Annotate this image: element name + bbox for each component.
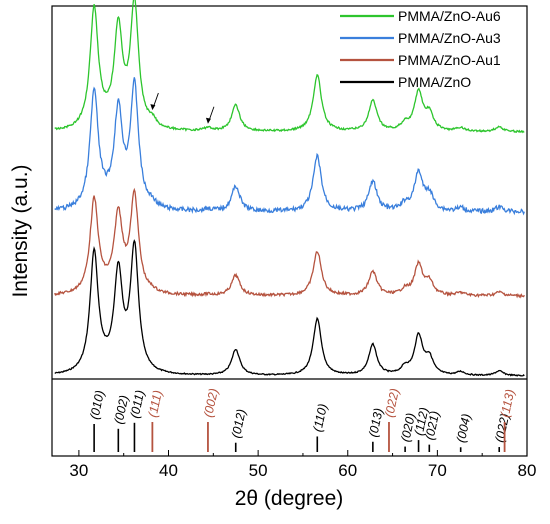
legend-label-1: PMMA/ZnO-Au3 [398,30,501,46]
zno-ref-label-0: (010) [87,389,107,420]
curve-pmma-zno-au3 [54,77,525,216]
au-arrow-line-1 [208,106,215,121]
curve-pmma-zno [54,239,525,377]
x-axis-title: 2θ (degree) [235,487,344,510]
zno-ref-label-6: (020) [398,412,418,443]
x-axis-ticks: 30 40 50 60 70 80 [69,450,536,480]
legend: PMMA/ZnO-Au6 PMMA/ZnO-Au3 PMMA/ZnO-Au1 PMMA… [340,8,501,90]
x-tick-label-60: 60 [338,461,357,480]
curve-pmma-zno-au1 [54,187,525,299]
xrd-curves [54,0,525,377]
au-arrow-line-0 [152,92,159,108]
au-peak-arrows [150,92,215,124]
zno-ref-label-5: (013) [366,407,386,438]
zno-ref-label-1: (002) [112,394,132,425]
curve-pmma-zno-au6 [54,0,525,134]
zno-ref-label-9: (004) [454,412,474,443]
au-ref-label-1: (002) [201,387,221,418]
legend-label-2: PMMA/ZnO-Au1 [398,52,501,68]
zno-ref-label-8: (021) [423,410,443,441]
reference-patterns: (010) (002)(011)(012) (110) (013) (020)(112)… [87,387,517,452]
au-arrow-head-0 [150,104,156,111]
x-tick-label-30: 30 [69,461,88,480]
au-ref-label-3: (113) [498,388,518,419]
plot-frame [51,5,528,457]
y-axis-title: Intensity (a.u.) [9,164,32,297]
x-tick-label-40: 40 [159,461,178,480]
x-tick-label-70: 70 [428,461,447,480]
zno-ref-label-4: (110) [311,403,331,434]
au-arrow-head-1 [205,117,211,124]
au-ref-label-0: (111) [146,389,165,419]
legend-label-3: PMMA/ZnO [398,74,471,90]
zno-ref-label-10: (022) [492,412,512,443]
zno-ref-label-3: (012) [229,408,249,439]
legend-label-0: PMMA/ZnO-Au6 [398,8,501,24]
zno-ref-label-7: (112) [412,406,432,437]
au-ref-label-2: (022) [382,387,402,418]
zno-ref-label-2: (011) [128,389,148,420]
x-tick-label-50: 50 [249,461,268,480]
x-tick-label-80: 80 [518,461,537,480]
